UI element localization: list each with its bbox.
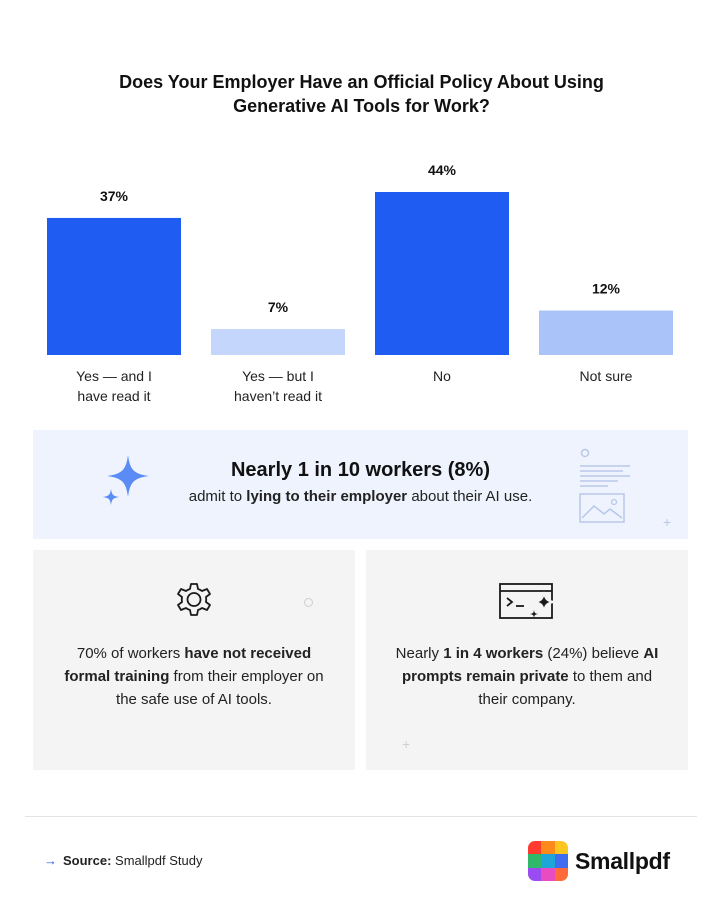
source-label: Source: — [63, 853, 112, 868]
logo-tile — [528, 854, 542, 868]
source-note: → Source: Smallpdf Study — [44, 853, 202, 868]
callout-sub-after: about their AI use. — [407, 488, 533, 505]
category-label: Yes — but I — [242, 368, 314, 384]
bar-value-label: 12% — [592, 281, 621, 297]
logo-tile — [541, 841, 555, 855]
category-label: have read it — [77, 388, 150, 404]
document-image-icon — [579, 448, 630, 523]
callout-sub-before: admit to — [188, 488, 247, 505]
logo-tile — [528, 867, 542, 881]
chart-title-line-2: Generative AI Tools for Work? — [233, 96, 490, 116]
terminal-sparkle-icon — [366, 578, 688, 627]
plus-decoration-icon: + — [402, 736, 411, 752]
logo-tile — [541, 867, 555, 881]
smallpdf-logo: Smallpdf — [528, 841, 670, 881]
training-text-3: from their employer on the safe use of A… — [116, 668, 324, 708]
sparkle-icon — [103, 455, 149, 505]
gear-icon — [33, 578, 355, 627]
training-text-bold: have not received formal training — [64, 645, 312, 685]
bar — [375, 192, 509, 355]
training-stat-card: 70% of workers have not received formal … — [33, 550, 355, 770]
bar — [539, 310, 673, 355]
plus-decoration-icon: + — [663, 514, 672, 530]
callout-subline: admit to lying to their employer about t… — [33, 488, 688, 505]
chart-title: Does Your Employer Have an Official Poli… — [40, 70, 683, 118]
chart-title-line-1: Does Your Employer Have an Official Poli… — [119, 72, 604, 92]
logo-tile — [541, 854, 555, 868]
privacy-text-5: to them and their company. — [478, 668, 653, 708]
smallpdf-logo-mark — [528, 841, 568, 881]
bar-value-label: 37% — [100, 188, 129, 204]
logo-tile — [554, 854, 568, 868]
category-label: haven’t read it — [234, 388, 322, 404]
callout-headline: Nearly 1 in 10 workers (8%) — [230, 459, 490, 481]
stat-callout: Nearly 1 in 10 workers (8%) admit to lyi… — [33, 430, 688, 539]
bar — [47, 217, 181, 355]
arrow-right-icon: → — [44, 853, 57, 868]
category-label: No — [433, 368, 451, 384]
privacy-stat-text: Nearly 1 in 4 workers (24%) believe AI p… — [386, 642, 668, 711]
bar — [211, 329, 345, 355]
logo-tile — [554, 867, 568, 881]
privacy-text-3: (24%) believe — [543, 645, 644, 662]
bar-chart: 37% Yes — and I have read it 7% Yes — but I h… — [47, 162, 673, 404]
bar-value-label: 44% — [428, 162, 457, 178]
category-label: Yes — and I — [76, 368, 152, 384]
bar-value-label: 7% — [268, 299, 289, 315]
smallpdf-wordmark: Smallpdf — [575, 847, 670, 874]
privacy-stat-card: Nearly 1 in 4 workers (24%) believe AI p… — [366, 550, 688, 770]
footer-divider — [25, 816, 697, 817]
privacy-text-bold-1: 1 in 4 workers — [443, 645, 544, 662]
circle-decoration-icon — [304, 598, 313, 607]
logo-tile — [528, 841, 542, 855]
training-stat-text: 70% of workers have not received formal … — [53, 642, 335, 711]
category-label: Not sure — [580, 368, 633, 384]
source-text: Smallpdf Study — [111, 853, 203, 868]
privacy-text-1: Nearly — [395, 645, 444, 662]
training-text-1: 70% of workers — [76, 645, 185, 662]
callout-sub-bold: lying to their employer — [246, 488, 408, 505]
privacy-text-bold-2: AI prompts remain private — [401, 645, 659, 685]
logo-tile — [554, 841, 568, 855]
